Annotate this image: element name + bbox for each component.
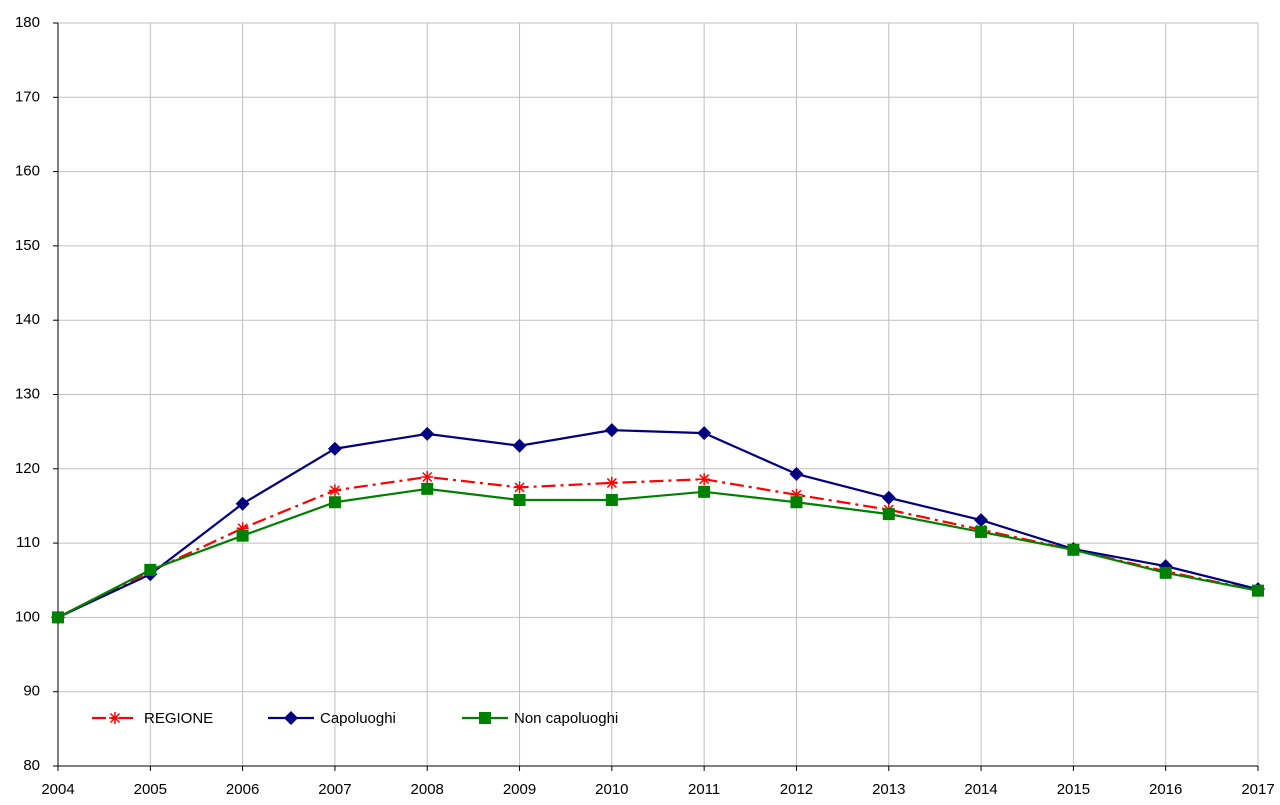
marker [789, 467, 804, 482]
x-tick-label: 2004 [41, 781, 74, 798]
marker [235, 496, 250, 511]
x-tick-label: 2009 [503, 781, 536, 798]
y-tick-label: 130 [15, 385, 40, 402]
marker [975, 525, 988, 538]
y-tick-label: 180 [15, 14, 40, 31]
legend-marker [284, 711, 298, 725]
legend-label: Non capoluoghi [514, 710, 618, 727]
marker [1252, 584, 1264, 597]
marker [790, 496, 803, 509]
marker [421, 470, 434, 483]
x-tick-label: 2012 [780, 781, 813, 798]
marker [790, 488, 803, 501]
marker [236, 522, 249, 535]
marker [605, 494, 618, 507]
marker [328, 496, 341, 509]
marker [236, 529, 249, 542]
marker [882, 508, 895, 521]
y-tick-label: 140 [15, 311, 40, 328]
y-tick-label: 110 [16, 534, 40, 551]
marker [1067, 543, 1080, 556]
series-line [57, 429, 1259, 619]
series-line [57, 487, 1259, 619]
marker [144, 563, 157, 576]
x-tick-label: 2013 [872, 781, 905, 798]
marker [698, 485, 711, 498]
x-tick-label: 2008 [411, 781, 444, 798]
marker [421, 482, 434, 495]
y-tick-label: 90 [23, 683, 40, 700]
y-tick-label: 150 [15, 237, 40, 254]
legend-label: Capoluoghi [320, 710, 396, 727]
x-tick-label: 2017 [1241, 781, 1274, 798]
legend-marker [479, 712, 491, 724]
x-tick-label: 2014 [964, 781, 997, 798]
marker [52, 611, 64, 624]
marker [697, 426, 712, 441]
y-tick-label: 170 [15, 88, 40, 105]
marker [513, 481, 526, 494]
legend-label: REGIONE [144, 710, 213, 727]
x-tick-label: 2007 [318, 781, 351, 798]
marker [1159, 566, 1172, 579]
x-tick-label: 2005 [134, 781, 167, 798]
x-tick-label: 2011 [688, 781, 720, 798]
marker [604, 423, 619, 438]
marker [881, 490, 896, 505]
x-tick-label: 2016 [1149, 781, 1182, 798]
y-tick-label: 120 [15, 460, 40, 477]
y-tick-label: 160 [15, 163, 40, 180]
y-tick-label: 80 [23, 757, 40, 774]
marker [698, 473, 711, 486]
legend-marker [109, 712, 121, 724]
marker [974, 513, 989, 528]
marker [605, 476, 618, 489]
marker [420, 426, 435, 441]
marker [512, 438, 527, 453]
x-tick-label: 2006 [226, 781, 259, 798]
y-tick-label: 100 [15, 608, 40, 625]
marker [513, 494, 526, 507]
x-tick-label: 2010 [595, 781, 628, 798]
x-tick-label: 2015 [1057, 781, 1090, 798]
marker [327, 441, 342, 456]
marker [328, 484, 341, 497]
